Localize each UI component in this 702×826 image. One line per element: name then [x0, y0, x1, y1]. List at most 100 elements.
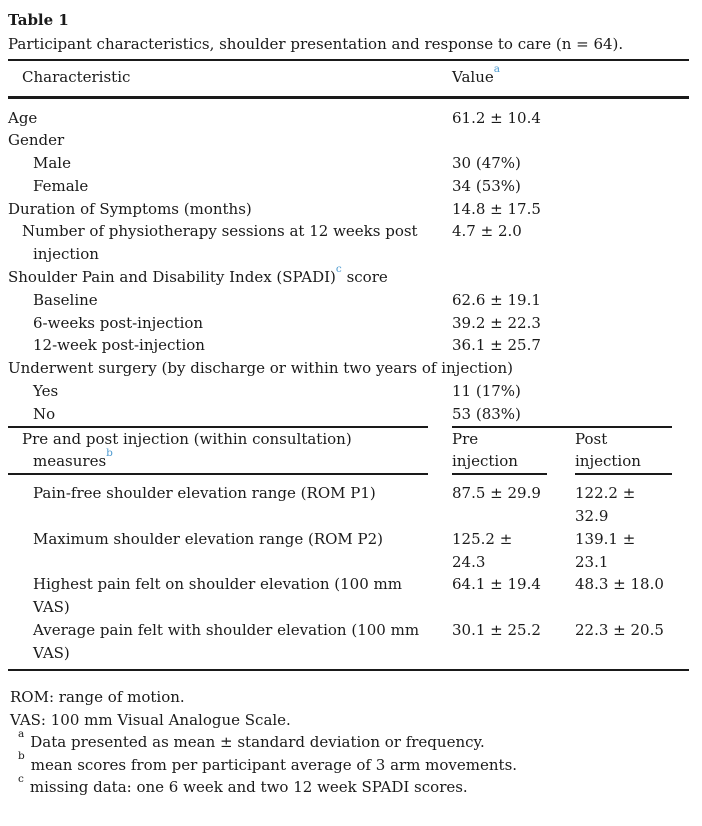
row-label: Gender [8, 131, 65, 150]
row-value: 14.8 ± 17.5 [452, 199, 541, 218]
header-bottom-rule [8, 96, 689, 99]
column-gap [428, 380, 452, 403]
measures-header-row: Pre and post injection (within consultat… [8, 426, 673, 476]
table-row: Underwent surgery (by discharge or withi… [8, 357, 672, 380]
column-gap [547, 619, 575, 669]
footnote-a: a Data presented as mean ± standard devia… [10, 727, 690, 754]
footnote-marker-a: a [18, 727, 25, 740]
row-label: 12-week post-injection [33, 336, 205, 355]
table-row: 6-weeks post-injection 39.2 ± 22.3 [8, 312, 672, 335]
column-gap [547, 427, 575, 475]
row-value: 61.2 ± 10.4 [452, 108, 541, 127]
table-row: Gender [8, 129, 672, 152]
row-label: No [8, 402, 428, 428]
column-gap [428, 220, 452, 266]
table-row: Average pain felt with shoulder elevatio… [8, 619, 672, 669]
table-row: Female 34 (53%) [8, 175, 672, 198]
column-gap [428, 334, 452, 357]
table-row: Age 61.2 ± 10.4 [8, 99, 672, 130]
row-label: Average pain felt with shoulder elevatio… [33, 621, 420, 662]
table-column-header-row: Characteristic Valuea [8, 61, 702, 96]
row-label: Female [33, 176, 89, 195]
row-value: 34 (53%) [452, 176, 521, 195]
footnote-b-text: mean scores from per participant average… [30, 755, 518, 774]
row-value-post: 22.3 ± 20.5 [575, 621, 664, 640]
table-row: Highest pain felt on shoulder elevation … [8, 573, 672, 619]
column-header-value: Valuea [452, 63, 500, 86]
row-label: Male [33, 154, 71, 173]
table-row: 12-week post-injection 36.1 ± 25.7 [8, 334, 672, 357]
row-value: 30 (47%) [452, 154, 521, 173]
footnote-c: c missing data: one 6 week and two 12 wee… [10, 772, 690, 799]
footnote-a-text: Data presented as mean ± standard deviat… [30, 733, 485, 752]
column-header-value-text: Value [452, 68, 494, 86]
table-row: Duration of Symptoms (months) 14.8 ± 17.5 [8, 198, 672, 221]
row-value: 36.1 ± 25.7 [452, 336, 541, 355]
row-value-pre: 125.2 ± 24.3 [452, 529, 513, 571]
column-gap [547, 474, 575, 528]
column-gap [547, 573, 575, 619]
row-label: Maximum shoulder elevation range (ROM P2… [33, 529, 384, 548]
column-gap [428, 573, 452, 619]
row-label: Underwent surgery (by discharge or withi… [8, 359, 513, 378]
table-top-rule [8, 59, 689, 61]
column-gap [428, 312, 452, 335]
row-value-pre: 64.1 ± 19.4 [452, 575, 541, 594]
row-label: Pain-free shoulder elevation range (ROM … [33, 484, 376, 503]
row-value-post: 122.2 ± 32.9 [575, 484, 636, 526]
table-label: Table 1 [8, 11, 69, 29]
column-header-characteristic: Characteristic [22, 68, 131, 86]
row-label: Yes [33, 382, 59, 401]
row-value: 39.2 ± 22.3 [452, 313, 541, 332]
footnote-marker-b: b [18, 750, 25, 763]
table-row: Maximum shoulder elevation range (ROM P2… [8, 528, 672, 574]
footnote-ref-b[interactable]: b [106, 446, 113, 459]
row-value: 4.7 ± 2.0 [452, 222, 522, 241]
footnote-marker-c: c [18, 772, 24, 785]
row-label: Baseline [33, 290, 98, 309]
row-label: Highest pain felt on shoulder elevation … [33, 575, 402, 617]
row-label: 6-weeks post-injection [33, 313, 204, 332]
column-gap [428, 99, 452, 130]
footnote-rom: ROM: range of motion. [10, 688, 185, 707]
row-value-post: 139.1 ± 23.1 [575, 529, 636, 571]
table-bottom-rule [8, 668, 689, 672]
column-gap [428, 619, 452, 669]
column-gap [428, 403, 452, 427]
row-value: 53 (83%) [452, 402, 673, 428]
table-row: Yes 11 (17%) [8, 380, 672, 403]
column-gap [428, 474, 452, 528]
footnote-vas: VAS: 100 mm Visual Analogue Scale. [10, 710, 291, 729]
row-value-pre: 30.1 ± 25.2 [452, 621, 541, 640]
table-row: Number of physiotherapy sessions at 12 w… [8, 220, 672, 266]
row-label: Shoulder Pain and Disability Index (SPAD… [8, 262, 388, 287]
table-row: Baseline 62.6 ± 19.1 [8, 289, 672, 312]
row-label: Duration of Symptoms (months) [8, 199, 252, 218]
table-row: Pain-free shoulder elevation range (ROM … [8, 474, 672, 528]
column-gap [428, 198, 452, 221]
measures-header-label: Pre and post injection (within consultat… [8, 426, 428, 476]
footnotes-section: ROM: range of motion. VAS: 100 mm Visual… [10, 686, 690, 799]
row-value: 11 (17%) [452, 382, 521, 401]
footnote-c-text: missing data: one 6 week and two 12 week… [29, 778, 468, 797]
footnote-ref-c[interactable]: c [335, 262, 342, 275]
table-row: No 53 (83%) [8, 402, 673, 428]
participant-table: Age 61.2 ± 10.4 Gender Male 30 (47%) Female 34… [8, 99, 673, 669]
column-gap [428, 289, 452, 312]
column-header-pre-injection: Pre injection [452, 426, 547, 476]
column-gap [547, 528, 575, 574]
footnote-b: b mean scores from per participant averag… [10, 751, 690, 777]
footnote-ref-a[interactable]: a [493, 62, 500, 75]
table-row: Male 30 (47%) [8, 152, 672, 175]
column-header-post-injection: Post injection [575, 426, 673, 476]
column-gap [428, 152, 452, 175]
table-caption: Participant characteristics, shoulder pr… [8, 35, 624, 53]
row-label: Age [8, 108, 38, 127]
row-value-post: 48.3 ± 18.0 [575, 575, 664, 594]
column-gap [428, 427, 452, 475]
table-row: Shoulder Pain and Disability Index (SPAD… [8, 262, 672, 289]
column-gap [428, 175, 452, 198]
row-label: Number of physiotherapy sessions at 12 w… [22, 222, 418, 264]
row-value-pre: 87.5 ± 29.9 [452, 484, 541, 503]
